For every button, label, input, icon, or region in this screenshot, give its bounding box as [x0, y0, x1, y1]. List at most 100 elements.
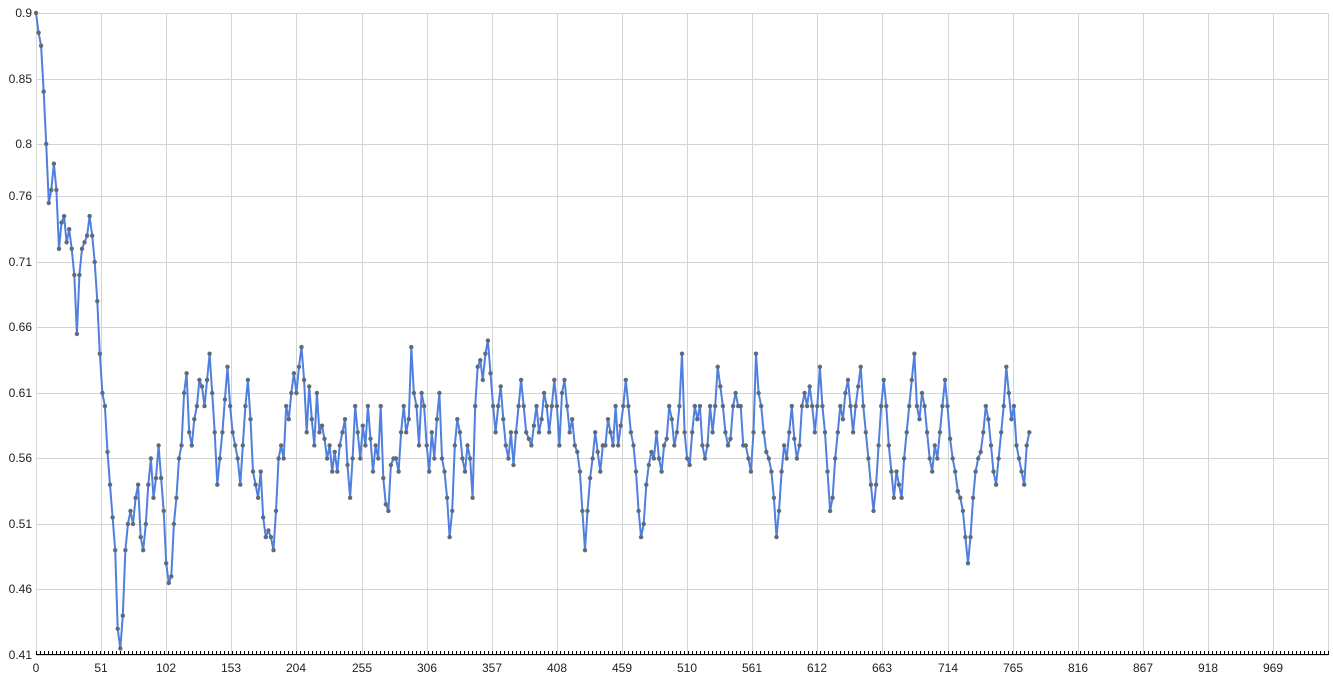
data-point	[751, 430, 756, 435]
data-point	[480, 377, 485, 383]
data-point	[748, 469, 754, 474]
data-point	[559, 390, 565, 396]
x-tick-label: 102	[156, 661, 176, 675]
data-point	[289, 390, 294, 396]
data-point	[585, 508, 590, 514]
data-point	[199, 384, 205, 389]
data-point	[181, 390, 187, 396]
data-point	[82, 240, 87, 245]
data-point	[347, 495, 353, 500]
data-point	[881, 377, 886, 383]
data-point	[125, 521, 131, 527]
data-point	[827, 508, 833, 514]
data-point	[120, 613, 126, 618]
data-point	[633, 469, 639, 474]
data-point	[968, 534, 973, 540]
data-point	[240, 443, 245, 448]
data-point	[123, 548, 128, 553]
data-point	[684, 456, 690, 461]
data-point	[118, 646, 123, 651]
data-point	[759, 403, 764, 409]
data-point	[621, 403, 626, 409]
data-point	[976, 456, 981, 461]
x-tick-label: 408	[547, 661, 567, 675]
data-point	[478, 358, 483, 363]
data-point	[945, 403, 950, 409]
data-point	[539, 417, 544, 422]
data-point	[281, 456, 286, 461]
data-point	[146, 482, 151, 487]
data-point	[1014, 443, 1019, 448]
data-point	[590, 456, 595, 461]
data-point	[646, 462, 651, 468]
data-point	[192, 417, 197, 422]
data-point	[1001, 403, 1006, 409]
data-point	[674, 430, 680, 435]
data-point	[51, 161, 57, 166]
data-point	[490, 403, 496, 409]
data-point	[557, 443, 562, 448]
data-point	[879, 403, 884, 409]
data-point	[67, 227, 72, 232]
data-point	[462, 469, 468, 474]
data-point	[710, 430, 715, 435]
data-point	[695, 417, 700, 422]
data-point	[376, 456, 381, 461]
data-point	[866, 456, 871, 461]
data-point	[460, 456, 465, 461]
data-point	[393, 456, 399, 461]
data-point	[258, 469, 263, 474]
data-point	[692, 403, 697, 409]
data-point	[1011, 403, 1017, 409]
data-point	[661, 443, 667, 448]
data-point	[917, 417, 922, 422]
data-point	[776, 508, 782, 514]
data-point	[810, 403, 815, 409]
data-point	[756, 390, 761, 396]
data-point	[189, 443, 194, 448]
data-point	[414, 403, 419, 409]
data-point	[501, 417, 506, 422]
data-point	[368, 436, 373, 441]
data-point	[914, 403, 920, 409]
data-point	[547, 430, 552, 435]
data-point	[358, 456, 363, 461]
data-point	[309, 417, 314, 422]
data-point	[396, 469, 401, 474]
data-point	[544, 403, 549, 409]
data-point	[526, 436, 531, 441]
data-point	[884, 403, 889, 409]
data-point	[115, 626, 120, 631]
data-point	[38, 43, 44, 48]
data-point	[235, 456, 240, 461]
data-point	[638, 534, 644, 540]
data-point	[176, 456, 182, 461]
data-point	[388, 462, 394, 468]
data-point	[61, 213, 67, 219]
x-tick-label: 867	[1133, 661, 1153, 675]
data-point	[409, 344, 414, 350]
data-point	[894, 469, 899, 474]
data-point	[988, 443, 994, 448]
data-point	[743, 443, 748, 448]
data-point	[427, 469, 432, 474]
data-point	[324, 456, 330, 461]
data-point	[845, 377, 851, 383]
data-point	[963, 534, 968, 540]
data-point	[618, 423, 623, 428]
data-point	[317, 430, 322, 435]
data-point	[930, 469, 935, 474]
data-point	[843, 390, 848, 396]
data-point	[628, 430, 634, 435]
data-point	[187, 430, 192, 435]
data-point	[156, 443, 161, 448]
data-point	[424, 443, 429, 448]
data-point	[753, 351, 759, 356]
data-point	[378, 403, 383, 409]
x-tick-label: 918	[1198, 661, 1218, 675]
data-point	[861, 403, 866, 409]
data-point	[529, 443, 534, 448]
data-point	[483, 351, 488, 356]
data-point	[718, 384, 723, 389]
data-point	[702, 456, 708, 461]
